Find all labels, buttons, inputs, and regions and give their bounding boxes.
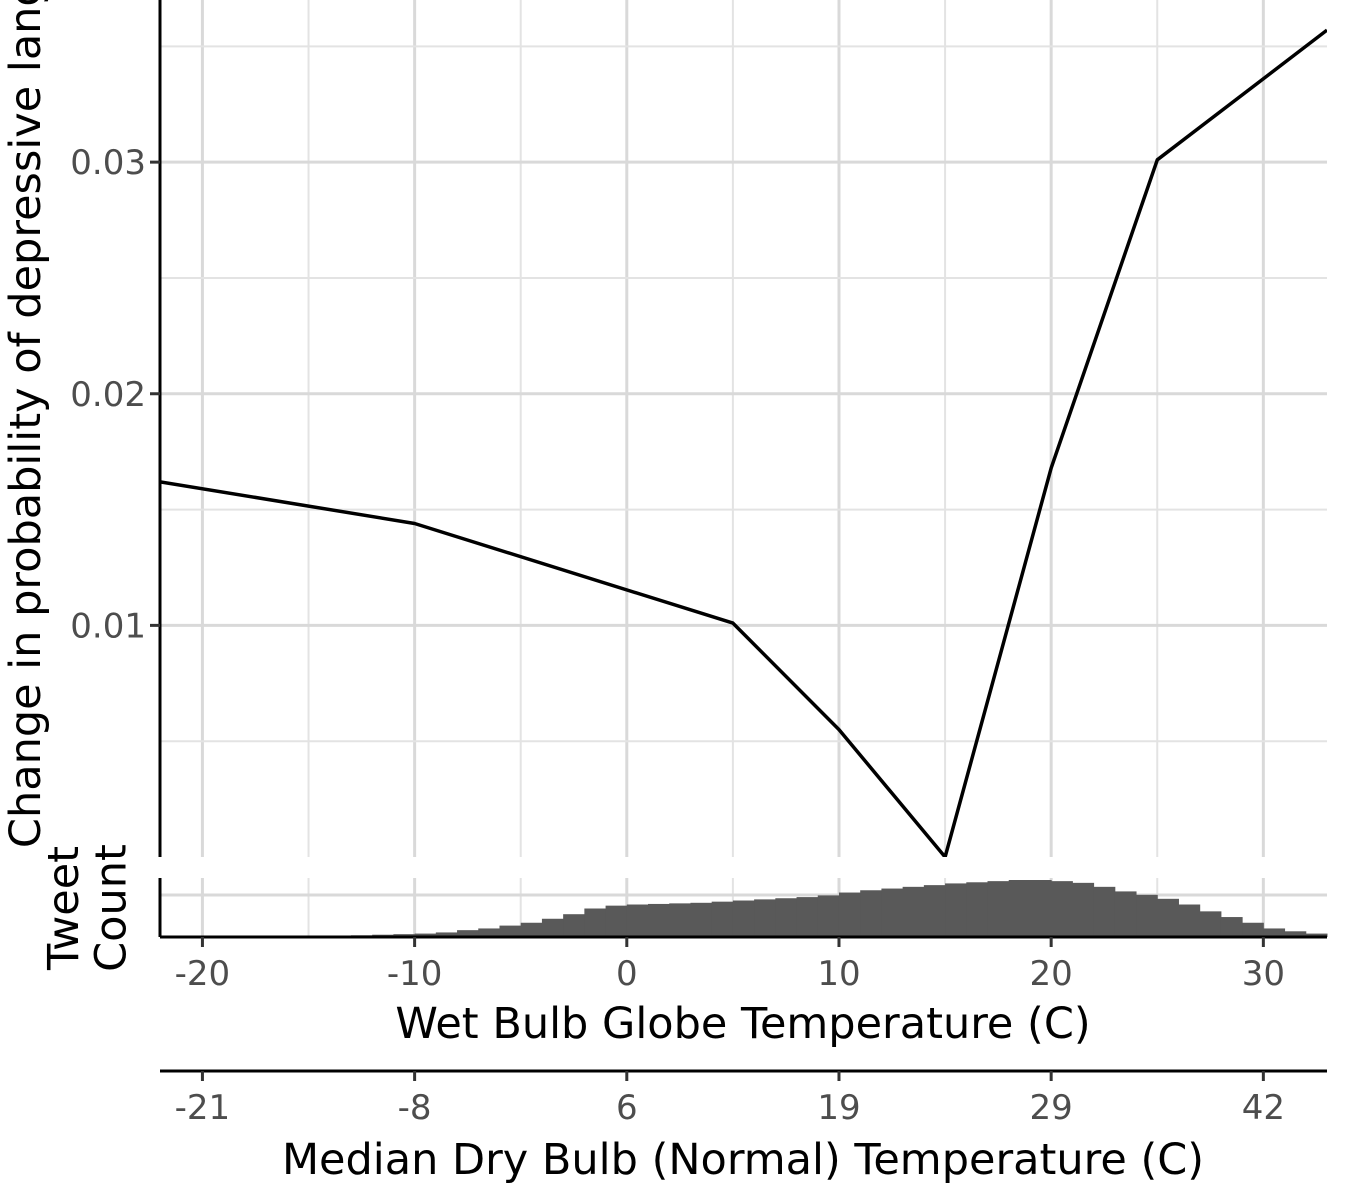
hist-axes: -20 -10 0 10 20 30: [158, 878, 1327, 994]
secondary-x-tick-label: 42: [1242, 1088, 1285, 1128]
x-tick-label: 10: [817, 954, 860, 994]
series-line: [160, 28, 1327, 857]
histogram-bar: [626, 904, 649, 937]
histogram-bar: [817, 895, 840, 937]
secondary-axis: -21 -8 6 19 29 42: [160, 1069, 1327, 1128]
x-tick-label: -10: [387, 954, 443, 994]
histogram-bar: [1136, 894, 1158, 937]
main-grid: [160, 0, 1327, 857]
x-axis-title: Wet Bulb Globe Temperature (C): [395, 999, 1090, 1049]
main-series: [160, 28, 1327, 857]
y-tick-label: 0.01: [70, 606, 146, 646]
histogram-bar: [1178, 904, 1201, 937]
histogram-bar: [1008, 880, 1031, 937]
histogram-bar: [1220, 917, 1243, 937]
main-y-axis-title: Change in probability of depressive lang…: [1, 0, 51, 848]
histogram-y-axis-title-line: Tweet: [39, 846, 89, 971]
histogram-bar: [711, 901, 734, 937]
histogram-bar: [520, 922, 543, 937]
histogram-bar: [584, 908, 607, 937]
main-axes: 0.01 0.02 0.03: [70, 0, 162, 857]
histogram-bar: [838, 892, 861, 937]
hist-bars: [308, 880, 1328, 937]
histogram-bar: [966, 882, 989, 937]
histogram-bar: [414, 933, 437, 937]
histogram-bar: [1263, 928, 1286, 937]
secondary-x-tick-label: -8: [398, 1088, 432, 1128]
histogram-y-axis-title-line: Count: [86, 844, 136, 972]
histogram-bar: [902, 886, 925, 937]
x-tick-label: -20: [175, 954, 231, 994]
secondary-x-tick-label: 29: [1030, 1088, 1073, 1128]
histogram-bar: [499, 925, 522, 937]
secondary-x-tick-label: 6: [616, 1088, 638, 1128]
histogram-bar: [754, 899, 776, 937]
histogram-y-axis-title: TweetCount: [39, 844, 136, 972]
histogram-bar: [1305, 933, 1328, 937]
histogram-bar: [775, 898, 798, 937]
secondary-x-axis-title: Median Dry Bulb (Normal) Temperature (C): [282, 1135, 1204, 1185]
histogram-bar: [648, 903, 670, 937]
histogram-bar: [1284, 931, 1307, 937]
histogram-bar: [860, 890, 882, 937]
histogram-bar: [478, 928, 500, 937]
x-tick-label: 0: [616, 954, 638, 994]
histogram-bar: [669, 903, 691, 937]
histogram-bar: [732, 900, 755, 937]
histogram-bar: [923, 885, 946, 937]
histogram-bar: [563, 914, 585, 937]
histogram-bar: [605, 905, 628, 937]
histogram-bar: [1072, 882, 1095, 937]
histogram-bar: [945, 883, 967, 937]
x-tick-label: 20: [1030, 954, 1073, 994]
histogram-bar: [1199, 911, 1222, 937]
y-tick-label: 0.02: [70, 375, 146, 415]
histogram-bar: [1029, 880, 1052, 937]
histogram-bar: [1157, 898, 1179, 937]
histogram-bar: [435, 932, 458, 937]
histogram-bar: [1114, 891, 1137, 937]
histogram-bar: [457, 930, 479, 937]
histogram-bar: [1051, 881, 1073, 937]
histogram-bar: [987, 881, 1010, 937]
secondary-x-tick-label: -21: [175, 1088, 231, 1128]
histogram-bar: [1093, 886, 1116, 937]
histogram-bar: [690, 902, 713, 937]
x-tick-label: 30: [1242, 954, 1285, 994]
histogram-bar: [541, 918, 564, 937]
secondary-x-tick-label: 19: [817, 1088, 860, 1128]
y-tick-label: 0.03: [70, 143, 146, 183]
histogram-bar: [1242, 922, 1264, 937]
histogram-bar: [796, 897, 819, 937]
histogram-bar: [881, 888, 904, 937]
